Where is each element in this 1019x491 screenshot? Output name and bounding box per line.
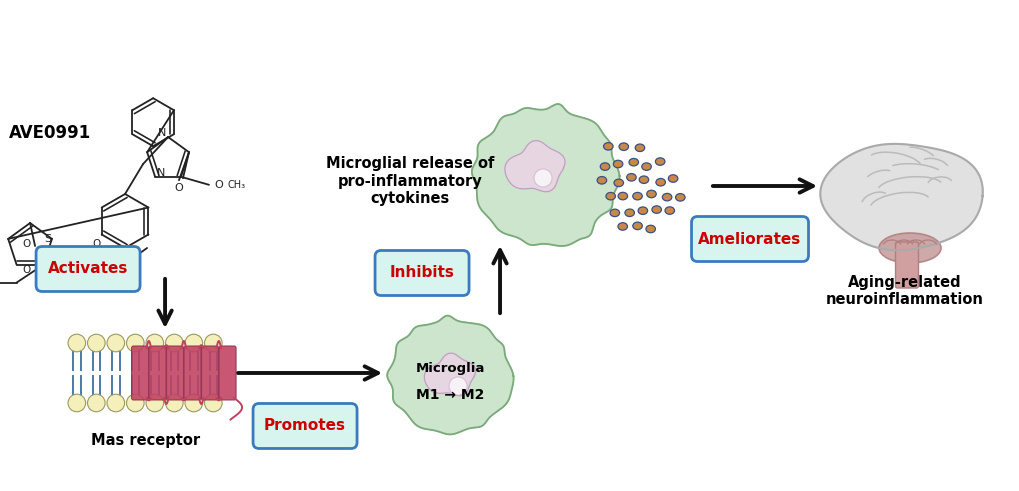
Circle shape: [534, 169, 551, 187]
Ellipse shape: [625, 209, 634, 217]
Polygon shape: [472, 104, 619, 246]
Text: NH: NH: [113, 253, 128, 263]
FancyBboxPatch shape: [219, 346, 235, 400]
Text: S: S: [45, 234, 51, 244]
Text: M1 → M2: M1 → M2: [416, 388, 484, 402]
FancyBboxPatch shape: [131, 346, 149, 400]
Circle shape: [165, 394, 183, 412]
Circle shape: [88, 334, 105, 352]
Text: N: N: [157, 168, 165, 178]
Text: S: S: [37, 253, 44, 263]
Circle shape: [126, 334, 144, 352]
Text: AVE0991: AVE0991: [9, 124, 91, 142]
Ellipse shape: [618, 192, 627, 200]
Ellipse shape: [667, 175, 678, 182]
Ellipse shape: [638, 207, 647, 215]
Ellipse shape: [635, 144, 644, 152]
Ellipse shape: [641, 163, 651, 170]
Ellipse shape: [878, 233, 941, 263]
Ellipse shape: [600, 163, 609, 170]
Text: Mas receptor: Mas receptor: [91, 434, 200, 448]
Text: NH: NH: [60, 255, 75, 265]
Circle shape: [204, 394, 222, 412]
Circle shape: [68, 394, 86, 412]
Ellipse shape: [629, 159, 638, 166]
Ellipse shape: [651, 206, 660, 213]
Ellipse shape: [612, 160, 623, 168]
Polygon shape: [504, 140, 565, 191]
Circle shape: [448, 377, 467, 395]
Circle shape: [184, 394, 203, 412]
FancyBboxPatch shape: [183, 346, 201, 400]
Ellipse shape: [675, 193, 685, 201]
Ellipse shape: [664, 207, 674, 214]
Ellipse shape: [646, 190, 655, 198]
Ellipse shape: [596, 177, 606, 184]
Ellipse shape: [618, 223, 627, 230]
Text: Aging-related
neuroinflammation: Aging-related neuroinflammation: [825, 275, 983, 307]
Text: Ameliorates: Ameliorates: [698, 231, 801, 246]
Text: O: O: [22, 265, 31, 275]
Circle shape: [204, 334, 222, 352]
FancyBboxPatch shape: [149, 346, 166, 400]
Ellipse shape: [632, 222, 642, 230]
Text: Microglial release of
pro-inflammatory
cytokines: Microglial release of pro-inflammatory c…: [325, 156, 494, 206]
Ellipse shape: [626, 173, 636, 181]
Circle shape: [68, 334, 86, 352]
Ellipse shape: [632, 192, 642, 200]
FancyBboxPatch shape: [691, 217, 808, 262]
Text: O: O: [92, 239, 100, 249]
Polygon shape: [424, 353, 475, 396]
Text: O: O: [174, 183, 183, 193]
FancyBboxPatch shape: [36, 246, 140, 292]
Ellipse shape: [609, 209, 619, 217]
Ellipse shape: [613, 179, 623, 187]
Ellipse shape: [605, 192, 614, 200]
FancyBboxPatch shape: [166, 346, 183, 400]
Circle shape: [107, 334, 124, 352]
Ellipse shape: [603, 142, 612, 150]
Ellipse shape: [645, 225, 655, 233]
Text: Activates: Activates: [48, 262, 128, 276]
Polygon shape: [387, 316, 514, 435]
Circle shape: [146, 394, 163, 412]
FancyBboxPatch shape: [253, 404, 357, 448]
Text: N: N: [158, 128, 166, 138]
Circle shape: [107, 394, 124, 412]
FancyBboxPatch shape: [202, 346, 218, 400]
FancyBboxPatch shape: [895, 242, 917, 288]
Circle shape: [165, 334, 183, 352]
Polygon shape: [819, 144, 982, 250]
Circle shape: [126, 394, 144, 412]
Ellipse shape: [661, 193, 672, 201]
Text: O: O: [22, 239, 31, 249]
Circle shape: [88, 394, 105, 412]
Ellipse shape: [655, 178, 664, 186]
FancyBboxPatch shape: [375, 250, 469, 296]
Text: Promotes: Promotes: [264, 418, 345, 434]
Ellipse shape: [619, 143, 628, 150]
Text: Microglia: Microglia: [415, 362, 484, 376]
Ellipse shape: [639, 176, 648, 184]
Text: Inhibits: Inhibits: [389, 266, 454, 280]
Text: O: O: [214, 180, 223, 190]
Circle shape: [146, 334, 163, 352]
Ellipse shape: [655, 158, 664, 165]
Circle shape: [184, 334, 203, 352]
Text: CH₃: CH₃: [227, 180, 246, 190]
